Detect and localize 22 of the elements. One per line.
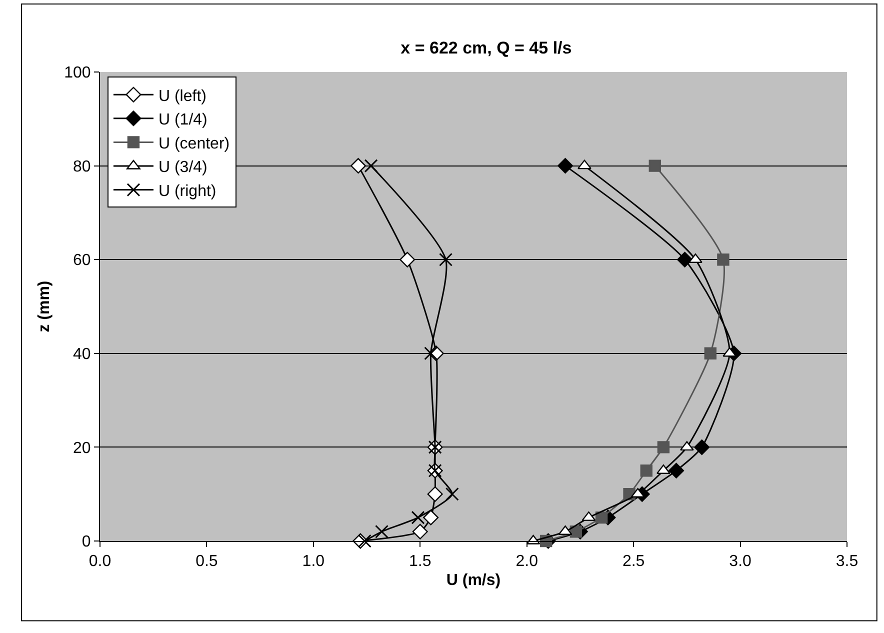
y-tick-label: 60 — [73, 252, 91, 270]
y-tick-label: 40 — [73, 346, 91, 363]
x-tick-label: 2.5 — [622, 553, 645, 570]
x-tick-label: 3.5 — [836, 553, 858, 570]
x-tick-label: 2.0 — [516, 553, 538, 570]
legend-label: U (left) — [158, 88, 206, 105]
x-tick-label: 0.0 — [88, 553, 112, 570]
x-tick-label: 1.0 — [302, 553, 325, 570]
legend-label: U (3/4) — [158, 159, 208, 176]
legend-label: U (center) — [158, 135, 230, 152]
y-tick-label: 0 — [82, 534, 91, 551]
legend-label: U (right) — [158, 183, 216, 200]
y-tick-label: 20 — [73, 440, 91, 457]
y-tick-label: 100 — [64, 64, 91, 82]
x-tick-label: 3.0 — [729, 553, 752, 570]
x-tick-label: 0.5 — [196, 553, 218, 570]
y-axis-title: z (mm) — [36, 280, 53, 332]
x-axis-title: U (m/s) — [446, 572, 501, 589]
chart-title: x = 622 cm, Q = 45 l/s — [400, 38, 572, 58]
x-tick-label: 1.5 — [409, 553, 432, 570]
y-tick-label: 80 — [73, 158, 91, 176]
legend-label: U (1/4) — [158, 112, 208, 129]
